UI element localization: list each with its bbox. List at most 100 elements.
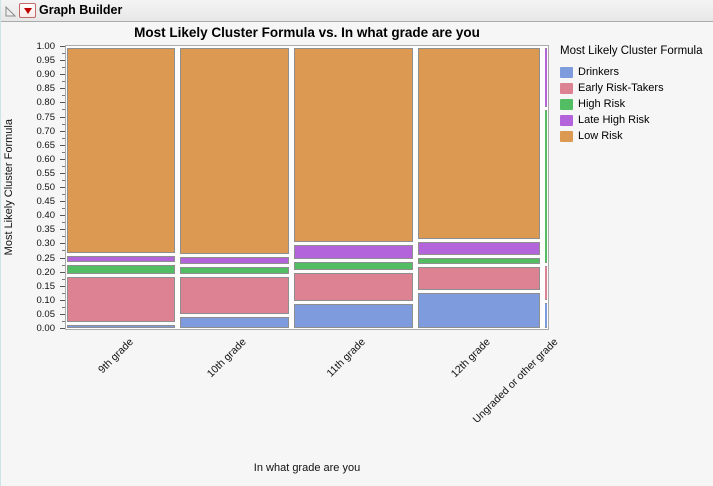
y-tick-mark	[60, 201, 65, 203]
mosaic-segment[interactable]	[67, 256, 176, 262]
mosaic-column	[544, 46, 547, 329]
mosaic-segment[interactable]	[294, 261, 414, 270]
chart-region: Most Likely Cluster Formula vs. In what …	[1, 22, 713, 486]
legend-swatch-icon	[560, 82, 573, 94]
y-tick-mark	[60, 215, 65, 217]
mosaic-segment[interactable]	[418, 267, 540, 290]
y-tick-mark	[60, 187, 65, 188]
y-tick-mark	[60, 158, 65, 160]
y-tick-label: 0.25	[36, 252, 56, 264]
legend-item[interactable]: Low Risk	[560, 128, 712, 144]
y-minor-tick-mark	[62, 123, 65, 125]
y-axis[interactable]: 1.00 0.95 0.90 0.85 0.80 0.75 0.70 0.65 0.60 0.55…	[1, 22, 65, 486]
red-dropdown-menu-button[interactable]	[19, 3, 36, 18]
y-tick-mark	[60, 144, 65, 146]
mosaic-segment[interactable]	[180, 277, 290, 314]
y-tick-mark	[60, 130, 65, 132]
legend-item-label: Early Risk-Takers	[578, 82, 664, 94]
legend-swatch-icon	[560, 98, 573, 110]
x-category-label[interactable]: 11th grade	[324, 336, 368, 380]
mosaic-column	[180, 46, 290, 329]
mosaic-segment[interactable]	[180, 48, 290, 255]
legend-item[interactable]: Late High Risk	[560, 112, 712, 128]
chart-title: Most Likely Cluster Formula vs. In what …	[134, 25, 480, 40]
legend-title: Most Likely Cluster Formula	[560, 45, 703, 57]
legend-item[interactable]: Early Risk-Takers	[560, 80, 712, 96]
y-minor-tick-mark	[62, 81, 65, 83]
y-tick-mark	[60, 328, 65, 329]
mosaic-segment[interactable]	[544, 48, 547, 108]
y-tick-mark	[60, 313, 65, 315]
mosaic-column	[294, 46, 414, 329]
legend: Most Likely Cluster Formula Drinkers Earl…	[560, 45, 712, 144]
mosaic-segment[interactable]	[544, 265, 547, 300]
y-minor-tick-mark	[62, 53, 65, 55]
mosaic-segment[interactable]	[418, 292, 540, 328]
y-minor-tick-mark	[62, 109, 65, 111]
y-tick-label: 0.15	[36, 280, 56, 292]
mosaic-segment[interactable]	[294, 244, 414, 259]
mosaic	[66, 46, 548, 329]
mosaic-segment[interactable]	[544, 110, 547, 263]
y-tick-mark	[60, 285, 65, 287]
red-triangle-icon	[23, 7, 32, 14]
mosaic-segment[interactable]	[294, 48, 414, 242]
y-tick-label: 0.40	[36, 210, 56, 222]
y-tick-label: 0.80	[36, 97, 56, 109]
mosaic-segment[interactable]	[180, 257, 290, 265]
y-tick-mark	[60, 74, 65, 76]
mosaic-segment[interactable]	[294, 273, 414, 302]
legend-item[interactable]: Drinkers	[560, 64, 712, 80]
y-tick-mark	[60, 299, 65, 301]
y-tick-mark	[60, 243, 65, 245]
mosaic-segment[interactable]	[544, 302, 547, 328]
mosaic-segment[interactable]	[180, 316, 290, 328]
plot-area[interactable]	[65, 45, 549, 330]
y-tick-mark	[60, 116, 65, 118]
y-tick-label: 0.85	[36, 83, 56, 95]
y-minor-tick-mark	[62, 137, 65, 139]
y-tick-label: 0.90	[36, 69, 56, 81]
legend-swatch-icon	[560, 130, 573, 142]
y-minor-tick-mark	[62, 264, 65, 266]
mosaic-segment[interactable]	[67, 325, 176, 328]
legend-item[interactable]: High Risk	[560, 96, 712, 112]
legend-item-label: Low Risk	[578, 130, 623, 142]
mosaic-segment[interactable]	[418, 258, 540, 265]
window-header: Graph Builder	[1, 0, 713, 22]
y-tick-label: 0.65	[36, 139, 56, 151]
x-category-label[interactable]: 9th grade	[95, 336, 136, 376]
x-axis-title[interactable]: In what grade are you	[253, 462, 361, 474]
y-tick-mark	[60, 172, 65, 174]
legend-swatch-icon	[560, 66, 573, 78]
mosaic-segment[interactable]	[67, 277, 176, 323]
legend-item-label: Drinkers	[578, 66, 619, 78]
y-tick-label: 0.10	[36, 294, 56, 306]
y-tick-label: 0.95	[36, 55, 56, 67]
y-minor-tick-mark	[62, 179, 65, 181]
y-minor-tick-mark	[62, 151, 65, 153]
y-minor-tick-mark	[62, 320, 65, 322]
y-minor-tick-mark	[62, 250, 65, 252]
legend-swatch-icon	[560, 114, 573, 126]
mosaic-segment[interactable]	[418, 241, 540, 256]
mosaic-segment[interactable]	[294, 304, 414, 328]
mosaic-segment[interactable]	[418, 48, 540, 239]
y-tick-mark	[60, 229, 65, 231]
y-tick-label: 0.55	[36, 167, 56, 179]
x-category-label[interactable]: 10th grade	[204, 336, 249, 380]
y-tick-label: 0.20	[36, 266, 56, 278]
x-category-label[interactable]: 12th grade	[448, 336, 493, 380]
y-tick-mark	[60, 46, 65, 47]
y-tick-label: 0.70	[36, 125, 56, 137]
y-minor-tick-mark	[62, 278, 65, 280]
legend-item-label: Late High Risk	[578, 114, 650, 126]
mosaic-segment[interactable]	[67, 48, 176, 254]
mosaic-segment[interactable]	[67, 264, 176, 275]
disclosure-triangle-icon[interactable]	[4, 5, 17, 18]
y-axis-title[interactable]: Most Likely Cluster Formula	[1, 45, 17, 330]
y-tick-mark	[60, 60, 65, 62]
mosaic-column	[67, 46, 176, 329]
mosaic-segment[interactable]	[180, 267, 290, 275]
